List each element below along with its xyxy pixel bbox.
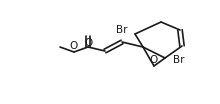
Text: Br: Br bbox=[116, 25, 127, 35]
Text: O: O bbox=[84, 38, 92, 48]
Text: O: O bbox=[69, 41, 77, 51]
Text: O: O bbox=[150, 55, 158, 65]
Text: Br: Br bbox=[173, 55, 185, 65]
